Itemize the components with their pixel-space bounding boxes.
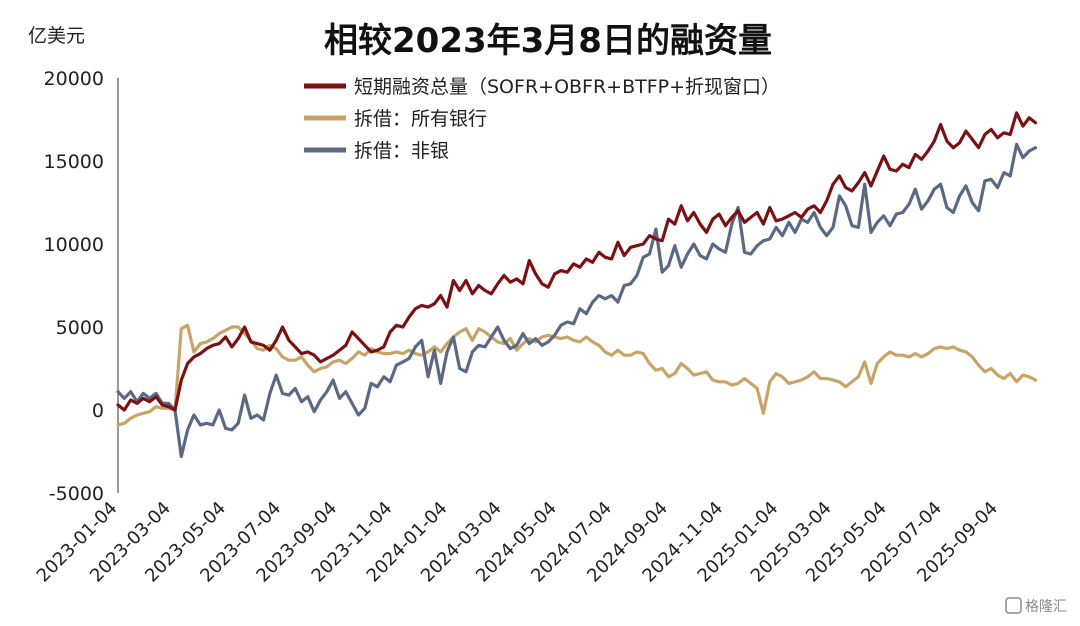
- y-axis-unit-label: 亿美元: [28, 25, 85, 47]
- legend-label-1: 拆借：所有银行: [354, 108, 487, 130]
- series-lines: [116, 111, 1038, 459]
- y-tick-label: 0: [92, 400, 104, 422]
- y-axis-ticks: 20000 15000 10000 5000 0 -5000: [44, 68, 104, 505]
- chart-title: 相较2023年3月8日的融资量: [324, 21, 772, 61]
- legend-label-0: 短期融资总量（SOFR+OBFR+BTFP+折现窗口）: [354, 76, 780, 98]
- y-tick-label: 15000: [44, 151, 104, 173]
- series-line-1: [116, 323, 1038, 427]
- y-tick-label: -5000: [49, 483, 104, 505]
- y-tick-label: 5000: [56, 317, 104, 339]
- legend-label-2: 拆借：非银: [354, 140, 449, 162]
- x-axis-ticks: 2023-01-042023-03-042023-05-042023-07-04…: [33, 498, 1002, 587]
- watermark: 格隆汇: [1005, 597, 1067, 615]
- y-tick-label: 10000: [44, 234, 104, 256]
- watermark-text: 格隆汇: [1025, 599, 1067, 615]
- y-tick-label: 20000: [44, 68, 104, 90]
- series-line-2: [116, 142, 1038, 459]
- watermark-logo-icon: [1005, 597, 1022, 614]
- series-line-0: [116, 111, 1038, 412]
